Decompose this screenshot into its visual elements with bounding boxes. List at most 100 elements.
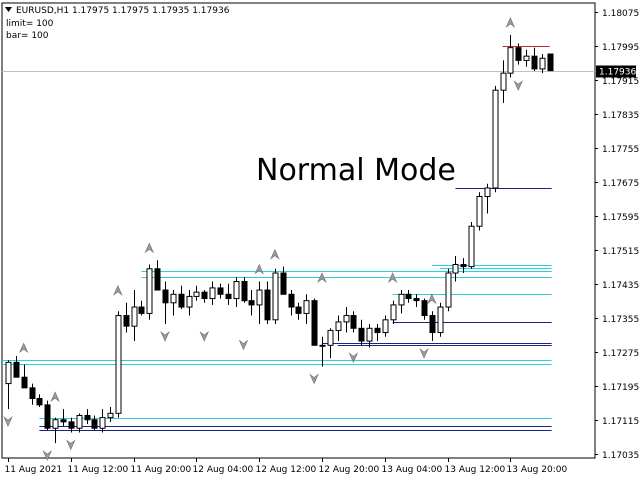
price-tick-label: 1.17195 — [602, 383, 639, 393]
candle — [178, 285, 185, 310]
candle-body — [29, 387, 36, 399]
candle — [350, 311, 357, 333]
candle-body — [295, 306, 302, 314]
current-price-label: 1.17936 — [596, 65, 636, 78]
candle — [13, 355, 20, 378]
candle-body — [99, 417, 106, 429]
candle — [209, 281, 216, 305]
candle — [146, 264, 153, 320]
candle-body — [272, 272, 279, 321]
candle — [460, 258, 467, 274]
candle-body — [68, 421, 75, 429]
candle-body — [233, 281, 240, 300]
price-tick-label: 1.17595 — [602, 213, 639, 223]
candle-body — [539, 57, 546, 70]
candle — [115, 311, 122, 418]
mode-label: Normal Mode — [256, 153, 456, 188]
candle — [21, 364, 28, 389]
fractal-down-icon — [66, 439, 76, 451]
candle — [68, 417, 75, 433]
price-tick-label: 1.17115 — [602, 417, 639, 427]
candle-body — [264, 289, 271, 321]
candle-body — [421, 300, 428, 317]
candle — [280, 266, 287, 295]
candle — [225, 283, 232, 305]
candle — [390, 300, 397, 325]
candle — [452, 256, 459, 282]
fractal-down-icon — [3, 416, 13, 427]
candle-body — [170, 293, 177, 304]
candle — [492, 85, 499, 193]
candle-body — [358, 327, 365, 342]
time-tick-label: 11 Aug 2021 — [5, 465, 63, 475]
candle — [413, 294, 420, 308]
time-tick-label: 13 Aug 20:00 — [507, 465, 568, 475]
fractal-up-icon — [144, 242, 155, 254]
candle-body — [76, 414, 83, 429]
candle-body — [138, 306, 145, 314]
time-tick-label: 11 Aug 12:00 — [68, 465, 129, 475]
candle — [429, 311, 436, 342]
fractal-up-icon — [270, 248, 280, 260]
candle-body — [115, 315, 122, 414]
candle-body — [52, 419, 59, 429]
candle — [311, 298, 318, 346]
candle-body — [225, 293, 232, 300]
fractal-up-icon — [113, 285, 123, 296]
candle-body — [405, 293, 412, 300]
candle — [154, 260, 161, 291]
price-tick-label: 1.17675 — [602, 179, 639, 189]
fractal-up-icon — [387, 272, 398, 283]
candle — [162, 281, 169, 325]
candle-body — [209, 287, 216, 300]
candle-body — [366, 327, 373, 342]
candle — [52, 417, 59, 444]
support-resistance-levels — [2, 46, 552, 431]
candle-body — [123, 315, 130, 327]
candle-body — [84, 414, 91, 421]
candle-body — [201, 291, 208, 300]
symbol-dropdown-icon[interactable] — [5, 7, 12, 12]
fractal-down-icon — [199, 331, 209, 342]
candle — [233, 277, 240, 308]
candle — [170, 290, 177, 316]
candle-body — [484, 187, 491, 197]
candle-body — [507, 47, 514, 74]
candle-body — [162, 289, 169, 304]
fractal-down-icon — [348, 352, 359, 364]
candle — [398, 290, 405, 314]
candle-body — [523, 55, 530, 61]
candle — [374, 324, 381, 342]
candle-body — [193, 291, 200, 297]
fractal-up-icon — [317, 272, 327, 283]
candle — [5, 360, 12, 410]
candle — [366, 324, 373, 348]
candle — [523, 49, 530, 67]
candle-body — [21, 376, 28, 389]
time-tick-label: 12 Aug 04:00 — [193, 465, 254, 475]
candle-body — [13, 361, 20, 378]
fractal-up-icon — [254, 263, 264, 275]
candle-body — [398, 293, 405, 306]
price-tick-label: 1.17915 — [602, 77, 639, 87]
candle-body — [343, 315, 350, 323]
time-tick-label: 11 Aug 20:00 — [131, 465, 192, 475]
candle-body — [311, 300, 318, 346]
candle-body — [492, 89, 499, 189]
fractal-up-icon — [50, 391, 60, 403]
candle-body — [531, 55, 538, 70]
candle-body — [476, 195, 483, 227]
candle-body — [515, 47, 522, 61]
candle-body — [217, 287, 224, 295]
candle — [539, 54, 546, 74]
price-tick-label: 1.17355 — [602, 315, 639, 325]
candle — [84, 409, 91, 424]
candle — [295, 302, 302, 320]
bar-label: bar= 100 — [6, 31, 49, 41]
fractal-up-icon — [427, 293, 437, 305]
candle-body — [178, 293, 185, 308]
candle — [531, 47, 538, 72]
fractal-up-icon — [18, 342, 29, 354]
candle-body — [107, 412, 114, 419]
